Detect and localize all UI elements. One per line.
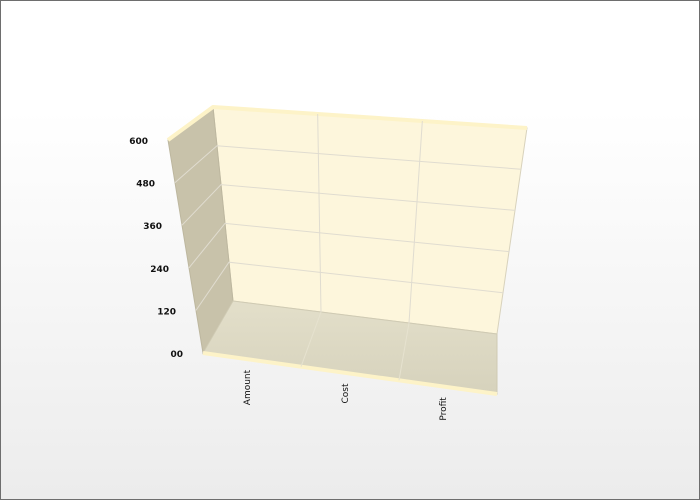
x-tick-label: Profit — [439, 397, 449, 421]
grid-lines — [174, 113, 522, 381]
y-tick-label: 120 — [157, 307, 176, 317]
y-tick-label: 360 — [143, 222, 162, 232]
x-tick-label: Amount — [243, 369, 253, 405]
y-tick-label: 240 — [150, 265, 169, 275]
grid-line — [317, 113, 322, 313]
grid-line — [408, 120, 423, 324]
floor-grid-line — [300, 311, 322, 367]
y-tick-label: 00 — [170, 350, 183, 360]
back-wall — [212, 106, 528, 335]
y-tick-label: 600 — [129, 137, 148, 147]
y-tick-label: 480 — [136, 180, 155, 190]
x-axis-ticks: Amount Cost Profit — [243, 369, 449, 420]
x-tick-label: Cost — [341, 383, 351, 403]
floor-front-rim — [202, 351, 498, 396]
floor-grid-line — [398, 322, 410, 381]
y-axis-ticks: 00 120 240 360 480 600 — [129, 137, 183, 360]
